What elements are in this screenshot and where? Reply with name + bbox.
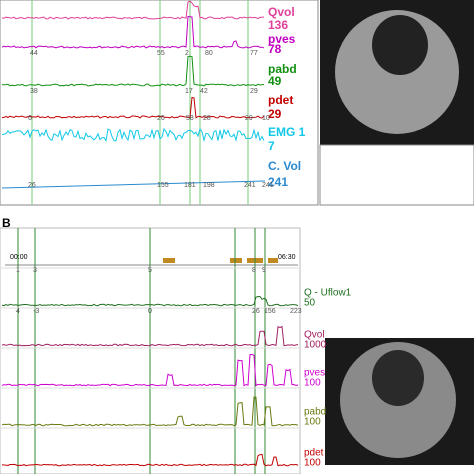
- marker-label: 223: [290, 308, 302, 315]
- channel-label: C. Vol: [268, 159, 301, 173]
- channel-value: 7: [268, 139, 275, 153]
- trace-0: [1, 0, 265, 20]
- marker-label: 2: [185, 50, 189, 57]
- marker-label: 5: [148, 267, 152, 274]
- channel-value: 29: [268, 107, 282, 121]
- marker-label: 26: [28, 182, 36, 189]
- channel-label: pdet: [268, 93, 293, 107]
- marker-label: 0: [148, 308, 152, 315]
- cvol-trace: [1, 180, 266, 189]
- trace-b-4: [1, 453, 299, 467]
- channel-label: pves: [268, 32, 296, 46]
- marker-label: 4: [16, 308, 20, 315]
- channel-label: EMG 1: [268, 125, 306, 139]
- marker-label: 156: [264, 308, 276, 315]
- marker-label: 6: [28, 115, 32, 122]
- xray-b-bladder: [372, 350, 424, 406]
- marker-label: 26: [252, 308, 260, 315]
- marker-label: 241: [262, 182, 274, 189]
- channel-label: Qvol: [268, 5, 295, 19]
- trace-b-3: [1, 396, 299, 427]
- panel-label: B: [2, 216, 11, 230]
- panel-a-blank: [319, 144, 474, 206]
- marker-label: 58: [186, 115, 194, 122]
- channel-value: 100: [304, 417, 321, 428]
- marker-label: 80: [205, 50, 213, 57]
- channel-label: Q - Uflow1: [304, 288, 352, 299]
- marker-label: 38: [30, 88, 38, 95]
- start-time: 00:00: [10, 254, 28, 261]
- trace-2: [1, 55, 265, 87]
- channel-value: 1000: [304, 340, 327, 351]
- channel-value: 136: [268, 18, 288, 32]
- trace-1: [1, 15, 265, 49]
- marker-label: 3: [33, 267, 37, 274]
- panel-a-frame: [0, 0, 319, 206]
- channel-value: 241: [268, 175, 288, 189]
- marker-label: 42: [200, 88, 208, 95]
- trace-3: [1, 96, 265, 119]
- channel-label: pabd: [304, 407, 326, 418]
- channel-value: 100: [304, 378, 321, 389]
- marker-label: 241: [244, 182, 256, 189]
- marker-label: 29: [245, 115, 253, 122]
- emg-trace: [1, 127, 265, 143]
- marker-label: 26: [157, 115, 165, 122]
- channel-label: pves: [304, 368, 325, 379]
- event-block: [268, 258, 278, 263]
- trace-b-2: [1, 353, 299, 387]
- marker-label: 181: [184, 182, 196, 189]
- channel-value: 78: [268, 42, 282, 56]
- xray-a-bladder: [372, 15, 428, 75]
- event-block: [230, 258, 242, 263]
- marker-label: 10: [262, 115, 270, 122]
- channel-value: 49: [268, 74, 282, 88]
- marker-label: 9: [262, 267, 266, 274]
- marker-label: 55: [157, 50, 165, 57]
- trace-b-0: [1, 295, 299, 307]
- marker-label: 29: [250, 88, 258, 95]
- channel-label: pabd: [268, 62, 297, 76]
- marker-label: 77: [250, 50, 258, 57]
- event-block: [163, 258, 175, 263]
- marker-label: 198: [203, 182, 215, 189]
- channel-value: 50: [304, 298, 316, 309]
- marker-label: 1: [16, 267, 20, 274]
- marker-label: 8: [252, 267, 256, 274]
- channel-value: 100: [304, 458, 321, 469]
- marker-label: -3: [33, 308, 39, 315]
- marker-label: 155: [157, 182, 169, 189]
- channel-label: Qvol: [304, 330, 325, 341]
- marker-label: 28: [203, 115, 211, 122]
- end-time: 06:30: [278, 254, 296, 261]
- trace-b-1: [1, 325, 299, 347]
- marker-label: 17: [185, 88, 193, 95]
- marker-label: 44: [30, 50, 38, 57]
- channel-label: pdet: [304, 448, 324, 459]
